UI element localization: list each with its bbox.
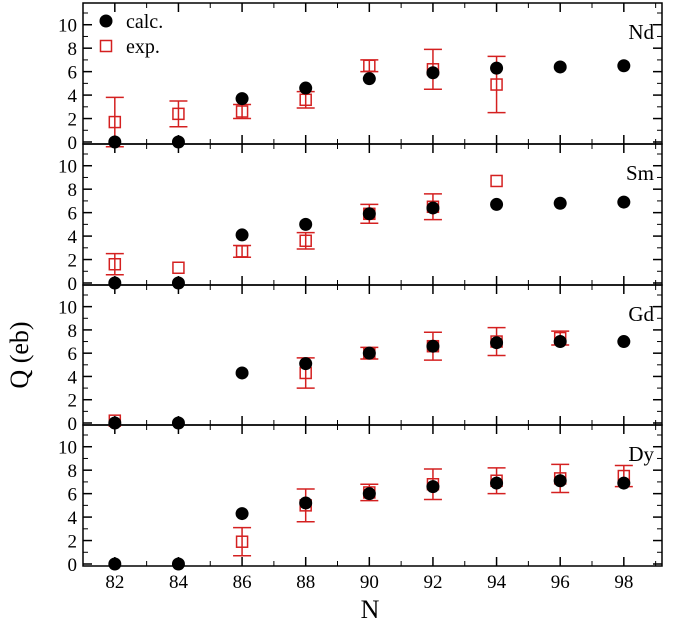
exp-point bbox=[490, 78, 503, 91]
legend-exp-label: exp. bbox=[126, 36, 160, 58]
legend-calc-label: calc. bbox=[126, 11, 163, 33]
x-tick-label: 82 bbox=[105, 572, 124, 593]
exp-point bbox=[235, 245, 249, 258]
calc-point bbox=[299, 81, 313, 95]
panel-sm: 02 46 810 Sm bbox=[58, 143, 663, 295]
calc-point bbox=[490, 197, 504, 211]
calc-point bbox=[171, 416, 185, 430]
calc-point bbox=[490, 476, 504, 490]
y-tick-label: 4 bbox=[68, 86, 78, 107]
exp-point bbox=[299, 234, 312, 248]
calc-point bbox=[426, 66, 440, 80]
exp-point bbox=[108, 115, 122, 129]
y-tick-label: 10 bbox=[58, 438, 77, 459]
calc-point bbox=[362, 72, 376, 86]
y-tick-label: 0 bbox=[68, 133, 78, 154]
x-tick-label: 86 bbox=[233, 572, 252, 593]
x-tick-label: 84 bbox=[169, 572, 189, 593]
calc-point bbox=[299, 217, 313, 231]
calc-point bbox=[553, 60, 567, 74]
calc-point bbox=[171, 276, 185, 290]
panel-frame bbox=[82, 424, 663, 567]
calc-point bbox=[553, 335, 567, 349]
x-tick-label: 90 bbox=[360, 572, 379, 593]
legend-calc-marker bbox=[99, 14, 113, 28]
y-tick-label: 2 bbox=[68, 532, 78, 553]
panel-title: Nd bbox=[628, 20, 654, 44]
x-axis-title: N bbox=[361, 595, 380, 624]
y-tick-label: 8 bbox=[68, 321, 78, 342]
y-tick-label: 10 bbox=[58, 298, 77, 319]
calc-point bbox=[108, 135, 122, 149]
x-tick-label: 92 bbox=[423, 572, 442, 593]
calc-point bbox=[490, 336, 504, 350]
panel-title: Sm bbox=[626, 161, 654, 185]
y-tick-label: 10 bbox=[58, 16, 77, 37]
calc-point bbox=[553, 196, 567, 210]
calc-point bbox=[171, 557, 185, 571]
x-tick-label: 94 bbox=[487, 572, 507, 593]
y-tick-label: 2 bbox=[68, 110, 78, 131]
calc-point bbox=[490, 61, 504, 75]
panel-title: Gd bbox=[628, 302, 654, 326]
calc-point bbox=[299, 496, 313, 510]
x-tick-label: 98 bbox=[614, 572, 633, 593]
calc-point bbox=[108, 557, 122, 571]
x-tick-label: 96 bbox=[551, 572, 570, 593]
y-tick-label: 10 bbox=[58, 157, 77, 178]
calc-point bbox=[235, 92, 249, 106]
calc-point bbox=[617, 195, 631, 209]
calc-point bbox=[617, 335, 631, 349]
y-tick-label: 6 bbox=[68, 204, 78, 225]
y-tick-label: 6 bbox=[68, 485, 78, 506]
panel-title: Dy bbox=[628, 442, 654, 466]
y-tick-label: 8 bbox=[68, 461, 78, 482]
exp-point bbox=[363, 59, 376, 73]
calc-point bbox=[108, 276, 122, 290]
y-tick-label: 8 bbox=[68, 180, 78, 201]
calc-point bbox=[299, 357, 313, 371]
exp-point bbox=[108, 257, 122, 271]
calc-point bbox=[362, 207, 376, 221]
y-tick-label: 0 bbox=[68, 414, 78, 435]
calc-point bbox=[235, 507, 249, 521]
y-tick-label: 8 bbox=[68, 39, 78, 60]
y-axis-title: Q (eb) bbox=[5, 321, 34, 388]
calc-point bbox=[426, 339, 440, 353]
calc-point bbox=[108, 416, 122, 430]
y-tick-label: 6 bbox=[68, 344, 78, 365]
calc-point bbox=[553, 474, 567, 488]
exp-point bbox=[172, 107, 185, 121]
legend: calc. exp. bbox=[99, 11, 163, 58]
calc-point bbox=[362, 487, 376, 501]
calc-point bbox=[426, 480, 440, 494]
exp-point bbox=[172, 261, 185, 275]
exp-point bbox=[490, 174, 503, 188]
y-tick-label: 6 bbox=[68, 63, 78, 84]
calc-point bbox=[362, 346, 376, 360]
calc-point bbox=[171, 135, 185, 149]
calc-point bbox=[617, 476, 631, 490]
legend-exp-marker bbox=[99, 39, 113, 53]
y-tick-label: 4 bbox=[68, 367, 78, 388]
exp-point bbox=[235, 535, 249, 548]
calc-point bbox=[235, 366, 249, 380]
axis-layer: N Q (eb) 82 84 86 88 90 92 94 96 98 bbox=[5, 321, 633, 624]
y-tick-label: 0 bbox=[68, 274, 78, 295]
calc-point bbox=[426, 201, 440, 215]
y-tick-label: 4 bbox=[68, 508, 78, 529]
y-tick-label: 0 bbox=[68, 555, 78, 576]
y-tick-label: 4 bbox=[68, 227, 78, 248]
calc-point bbox=[617, 59, 631, 73]
calc-point bbox=[235, 228, 249, 242]
exp-point bbox=[235, 105, 249, 118]
panel-dy: 02 46 810 Dy bbox=[58, 424, 663, 576]
y-tick-label: 2 bbox=[68, 251, 78, 272]
y-tick-label: 2 bbox=[68, 391, 78, 412]
x-tick-label: 88 bbox=[296, 572, 315, 593]
